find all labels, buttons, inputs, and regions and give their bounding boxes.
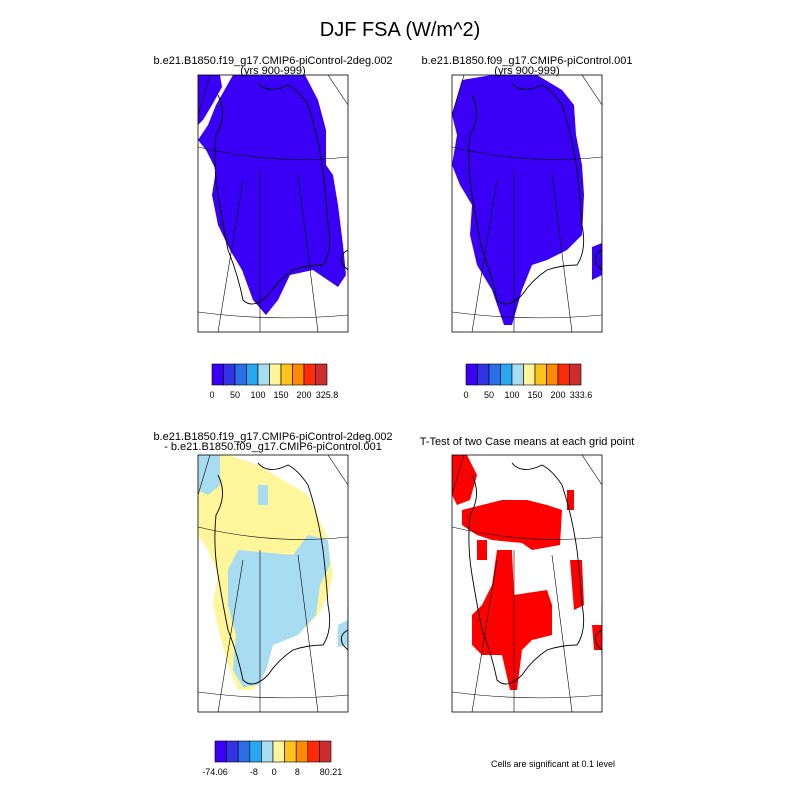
colorbar-box [569,363,582,386]
colorbar-label: 150 [527,390,542,400]
map-panel [451,454,603,713]
colorbar-label: 333.6 [570,390,593,400]
panel-subtitle: - b.e21.B1850.f09_g17.CMIP6-piControl.00… [164,441,382,453]
colorbar-label: 200 [550,390,565,400]
panel-title: b.e21.B1850.f19_g17.CMIP6-piControl-2deg… [153,431,392,443]
colorbar-box [246,363,259,386]
colorbar-box [214,740,227,763]
colorbar-label: 50 [230,390,240,400]
colorbar-box [303,363,316,386]
colorbar-box [272,740,285,763]
colorbar-label: 150 [273,390,288,400]
colorbar-box [261,740,274,763]
colorbar-box [511,363,524,386]
colorbar-box [284,740,297,763]
colorbar-label: 200 [296,390,311,400]
colorbar-box [292,363,305,386]
colorbar-box [269,363,282,386]
colorbar-box [257,363,270,386]
colorbar-label: 0 [272,767,277,777]
colorbar-box [488,363,501,386]
panel-subtitle: (yrs 900-999) [240,65,305,77]
map-panel [451,74,603,333]
colorbar-box [319,740,332,763]
panel-subtitle: (yrs 900-999) [494,65,559,77]
colorbar-box [307,740,320,763]
map-panel [197,74,349,333]
colorbar-box [295,740,309,763]
colorbar-box [226,740,239,763]
colorbar-box [523,363,536,386]
colorbar-box [211,363,224,386]
colorbar-box [315,363,328,386]
colorbar-box [280,363,293,386]
colorbar-label: -74.06 [202,767,228,777]
colorbar-box [223,363,236,386]
colorbar-box [249,740,262,763]
map-panel [197,454,349,713]
colorbar-box [465,363,478,386]
colorbar-box [557,363,570,386]
colorbar-label: 325.8 [316,390,339,400]
panel-title: b.e21.B1850.f19_g17.CMIP6-piControl-2deg… [153,55,392,67]
colorbar-label: -8 [250,767,258,777]
panel-note: Cells are significant at 0.1 level [491,759,615,769]
colorbar-box [234,363,247,386]
colorbar-label: 8 [295,767,300,777]
colorbar-box [237,740,251,763]
colorbar-label: 0 [209,390,214,400]
colorbar-box [546,363,559,386]
colorbar-label: 0 [463,390,468,400]
colorbar-label: 80.21 [320,767,343,777]
colorbar-box [477,363,490,386]
colorbar-box [534,363,547,386]
colorbar-label: 100 [250,390,265,400]
colorbar-label: 100 [504,390,519,400]
panel-title: b.e21.B1850.f09_g17.CMIP6-piControl.001 [422,55,633,67]
panel-title: T-Test of two Case means at each grid po… [420,436,635,448]
colorbar-label: 50 [484,390,494,400]
figure-title: DJF FSA (W/m^2) [320,19,481,41]
colorbar-box [500,363,513,386]
